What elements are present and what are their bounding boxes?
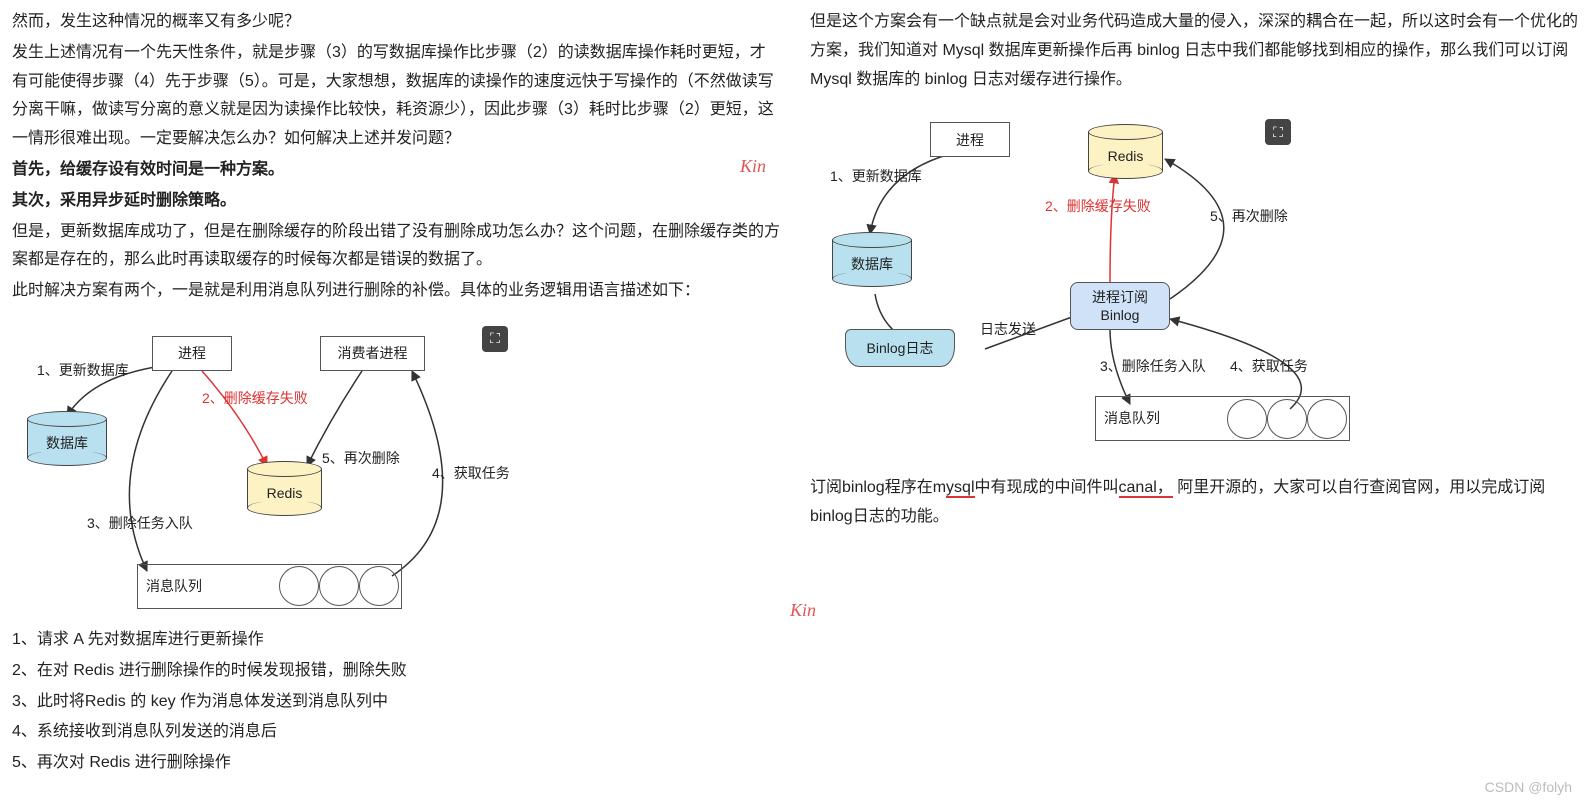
d2-l5: 5、再次删除 [1210,204,1288,229]
diagram-1: 进程 消费者进程 数据库 Redis 消息队列 [12,316,780,616]
d2-lsend: 日志发送 [980,317,1036,342]
d2-process: 进程 [930,122,1010,157]
d1-l5: 5、再次删除 [322,446,400,471]
step-1: 1、请求 A 先对数据库进行更新操作 [12,626,780,655]
step-3: 3、此时将Redis 的 key 作为消息体发送到消息队列中 [12,688,780,717]
step-4: 4、系统接收到消息队列发送的消息后 [12,718,780,747]
d2-l1: 1、更新数据库 [830,164,922,189]
d1-process: 进程 [152,336,232,371]
d2-l4: 4、获取任务 [1230,354,1308,379]
d2-db: 数据库 [832,232,912,287]
d1-l2: 2、删除缓存失败 [202,386,308,411]
watermark-2: Kin [790,594,1558,626]
d1-redis: Redis [247,461,322,516]
d2-expand-icon[interactable]: ⛶ [1265,119,1291,145]
right-column: 但是这个方案会有一个缺点就是会对业务代码造成大量的侵入，深深的耦合在一起，所以这… [810,8,1578,780]
diagram-2: 进程 数据库 Binlog日志 进程订阅 Binlog Redis 消 [810,104,1578,464]
d1-l1: 1、更新数据库 [37,358,129,383]
step-5: 5、再次对 Redis 进行删除操作 [12,749,780,778]
d2-redis: Redis [1088,124,1163,179]
d1-consumer: 消费者进程 [320,336,425,371]
d1-db: 数据库 [27,411,107,466]
step-2: 2、在对 Redis 进行删除操作的时候发现报错，删除失败 [12,657,780,686]
d2-subscribe: 进程订阅 Binlog [1070,282,1170,330]
left-p2: 发生上述情况有一个先天性条件，就是步骤（3）的写数据库操作比步骤（2）的读数据库… [12,39,780,154]
left-column: 然而，发生这种情况的概率又有多少呢？ 发生上述情况有一个先天性条件，就是步骤（3… [12,8,780,780]
left-b2: 其次，采用异步延时删除策略。 [12,187,780,216]
d1-mq: 消息队列 [137,564,402,609]
watermark-1: Kin [740,150,766,182]
right-p1: 但是这个方案会有一个缺点就是会对业务代码造成大量的侵入，深深的耦合在一起，所以这… [810,8,1578,94]
left-p3: 但是，更新数据库成功了，但是在删除缓存的阶段出错了没有删除成功怎么办？这个问题，… [12,218,780,276]
d2-binlog: Binlog日志 [845,329,955,367]
d1-l4: 4、获取任务 [432,461,510,486]
d1-l3: 3、删除任务入队 [87,511,193,536]
d2-mq: 消息队列 [1095,396,1350,441]
left-p1: 然而，发生这种情况的概率又有多少呢？ [12,8,780,37]
footer-watermark: CSDN @folyh [1485,775,1572,800]
left-p4: 此时解决方案有两个，一是就是利用消息队列进行删除的补偿。具体的业务逻辑用语言描述… [12,277,780,306]
d1-expand-icon[interactable]: ⛶ [482,326,508,352]
d2-l3: 3、删除任务入队 [1100,354,1206,379]
right-p2: 订阅binlog程序在mysql中有现成的中间件叫canal， 阿里开源的，大家… [810,474,1578,532]
d2-l2: 2、删除缓存失败 [1045,194,1151,219]
left-b1: 首先，给缓存设有效时间是一种方案。 [12,156,780,185]
